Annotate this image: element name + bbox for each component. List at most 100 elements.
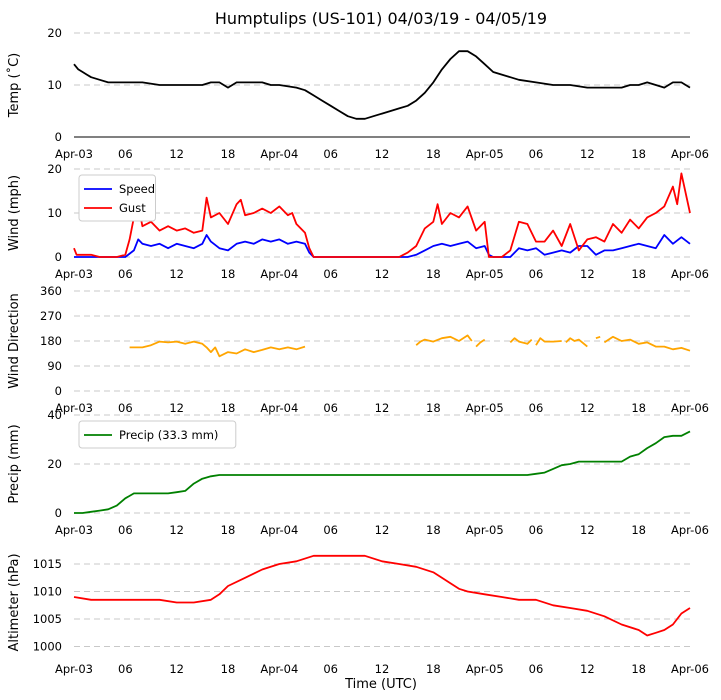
series-line-precip-precip-33-3-mm- [74, 430, 691, 514]
y-tick-label-precip: 20 [47, 457, 62, 471]
x-tick-label: 12 [169, 523, 184, 537]
x-tick-label: Apr-06 [671, 147, 709, 161]
y-tick-label-altimeter: 1005 [33, 612, 62, 626]
series-line-wdir-direction-0 [129, 340, 306, 358]
x-tick-label: 06 [118, 267, 133, 281]
series-line-wdir-direction-5 [565, 337, 588, 348]
x-tick-label: 12 [169, 662, 184, 676]
y-axis-label-wdir: Wind Direction [7, 293, 22, 389]
x-tick-label: 18 [221, 267, 236, 281]
x-tick-label: 12 [580, 523, 595, 537]
series-line-wdir-direction-3 [509, 337, 533, 345]
panel-wdir: 0 90 180 270 360 Wind Direction Apr-03 06 12 18 Ap… [7, 284, 709, 415]
x-tick-label: 12 [169, 267, 184, 281]
x-tick-label: Apr-03 [55, 401, 93, 415]
series-line-temp-temp [73, 50, 691, 120]
x-tick-label: Apr-05 [466, 662, 504, 676]
legend-box-precip [78, 420, 237, 449]
legend-box-wind [78, 174, 156, 222]
x-tick-label: 12 [580, 267, 595, 281]
panel-temp: 0 10 20 Temp (˚C) Apr-03 06 12 18 Apr-04 06 12 18 Ap… [6, 26, 709, 161]
x-tick-label: 06 [118, 662, 133, 676]
y-tick-label-altimeter: 1010 [33, 585, 62, 599]
series-line-altimeter-altimeter [73, 554, 691, 637]
x-tick-label: 18 [426, 523, 441, 537]
x-tick-label: Apr-05 [466, 523, 504, 537]
x-tick-label: 18 [426, 147, 441, 161]
x-tick-label: Apr-04 [260, 401, 298, 415]
x-tick-label: 18 [631, 267, 646, 281]
x-tick-label: 18 [221, 401, 236, 415]
legend-label-precip: Precip (33.3 mm) [119, 428, 218, 442]
x-tick-label: 12 [580, 147, 595, 161]
x-tick-label: Apr-04 [260, 523, 298, 537]
series-line-wdir-direction-1 [415, 334, 473, 346]
y-axis-label-altimeter: Altimeter (hPa) [7, 553, 22, 651]
y-tick-label-altimeter: 1000 [33, 640, 62, 654]
x-tick-label: 18 [426, 267, 441, 281]
y-tick-label-wdir: 180 [40, 334, 62, 348]
x-tick-label: 18 [631, 147, 646, 161]
chart-title: Humptulips (US-101) 04/03/19 - 04/05/19 [215, 9, 547, 28]
series-line-wdir-direction-4 [535, 337, 562, 346]
x-tick-label: 06 [529, 401, 544, 415]
x-tick-label: 06 [118, 523, 133, 537]
x-tick-label: 12 [169, 401, 184, 415]
x-tick-label: Apr-04 [260, 662, 298, 676]
x-tick-label: Apr-06 [671, 662, 709, 676]
legend-label-wind: Gust [119, 201, 146, 215]
x-tick-label: 12 [375, 267, 390, 281]
x-tick-label: 12 [375, 401, 390, 415]
x-tick-label: Apr-06 [671, 523, 709, 537]
y-axis-label-wind: Wind (mph) [7, 175, 22, 251]
y-tick-label-temp: 20 [47, 26, 62, 40]
series-line-wdir-direction-7 [603, 335, 691, 352]
x-tick-label: 06 [323, 401, 338, 415]
y-tick-label-temp: 0 [55, 130, 62, 144]
series-line-wdir-direction-2 [475, 338, 486, 348]
panel-wind: 0 10 20 Wind (mph) Apr-03 06 12 18 Apr-04 06 12 18 A… [7, 162, 709, 281]
x-tick-label: 12 [169, 147, 184, 161]
x-tick-label: 06 [118, 401, 133, 415]
series-line-wind-gust [73, 172, 691, 258]
x-tick-label: 18 [426, 662, 441, 676]
x-tick-label: 06 [323, 267, 338, 281]
x-tick-label: 18 [221, 523, 236, 537]
y-tick-label-wind: 10 [47, 206, 62, 220]
x-tick-label: 06 [529, 662, 544, 676]
x-tick-label: 06 [323, 662, 338, 676]
x-tick-label: Apr-04 [260, 147, 298, 161]
x-tick-label: 06 [529, 147, 544, 161]
x-tick-label: 18 [221, 147, 236, 161]
x-tick-label: Apr-06 [671, 267, 709, 281]
x-tick-label: Apr-04 [260, 267, 298, 281]
series-line-wdir-direction-6 [595, 335, 601, 340]
x-tick-label: 06 [323, 147, 338, 161]
x-tick-label: 18 [631, 523, 646, 537]
x-tick-label: 12 [580, 401, 595, 415]
x-tick-label: 12 [580, 662, 595, 676]
x-tick-label: 18 [631, 662, 646, 676]
y-tick-label-wdir: 360 [40, 284, 62, 298]
x-tick-label: 18 [221, 662, 236, 676]
x-tick-label: Apr-05 [466, 401, 504, 415]
y-tick-label-wdir: 0 [55, 384, 62, 398]
x-tick-label: Apr-03 [55, 147, 93, 161]
x-tick-label: Apr-03 [55, 267, 93, 281]
y-tick-label-wind: 20 [47, 162, 62, 176]
x-tick-label: 12 [375, 523, 390, 537]
x-tick-label: 18 [631, 401, 646, 415]
y-tick-label-wdir: 90 [47, 359, 62, 373]
y-tick-label-altimeter: 1015 [33, 557, 62, 571]
x-tick-label: Apr-03 [55, 523, 93, 537]
x-tick-label: 06 [323, 523, 338, 537]
x-tick-label: Apr-03 [55, 662, 93, 676]
x-tick-label: 12 [375, 147, 390, 161]
x-tick-label: Apr-06 [671, 401, 709, 415]
x-tick-label: Apr-05 [466, 147, 504, 161]
y-tick-label-precip: 0 [55, 506, 62, 520]
panel-precip: 0 20 40 Precip (mm) Apr-03 06 12 18 Apr-04 06 12 18… [7, 408, 709, 537]
legend-label-wind: Speed [119, 182, 155, 196]
panel-altimeter: 1000 1005 1010 1015 Altimeter (hPa) Apr-03 06 1… [7, 553, 709, 676]
